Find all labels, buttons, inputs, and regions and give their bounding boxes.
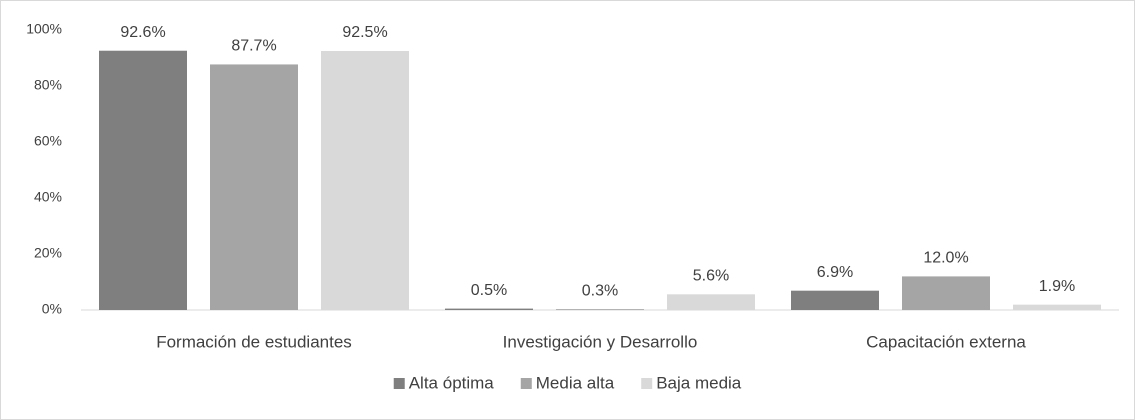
y-tick-label: 20% [34,245,62,261]
data-label: 92.5% [342,24,387,41]
bar [667,294,755,310]
legend-swatch [520,378,532,389]
y-tick-label: 40% [34,189,62,205]
bar [902,276,990,310]
data-label: 12.0% [923,250,968,267]
legend-label: Baja media [656,373,742,392]
bar [445,308,533,310]
y-tick-label: 80% [34,77,62,93]
x-tick-label: Investigación y Desarrollo [503,332,698,351]
bar [1013,304,1101,310]
y-tick-label: 60% [34,133,62,149]
bar [99,50,187,310]
bar [321,51,409,310]
data-label: 92.6% [120,24,165,41]
legend-label: Media alta [536,373,615,392]
y-tick-label: 0% [42,301,62,317]
y-tick-label: 100% [26,21,62,37]
data-label: 0.3% [582,282,618,299]
data-label: 1.9% [1039,278,1075,295]
bar [210,64,298,310]
data-label: 6.9% [817,264,853,281]
legend-label: Alta óptima [409,373,495,392]
x-tick-label: Formación de estudiantes [156,332,352,351]
data-label: 87.7% [231,38,276,55]
bar [556,309,644,310]
legend-swatch [641,378,653,389]
bar [791,290,879,310]
x-tick-label: Capacitación externa [866,332,1026,351]
data-label: 0.5% [471,282,507,299]
data-label: 5.6% [693,268,729,285]
legend-swatch [393,378,405,389]
